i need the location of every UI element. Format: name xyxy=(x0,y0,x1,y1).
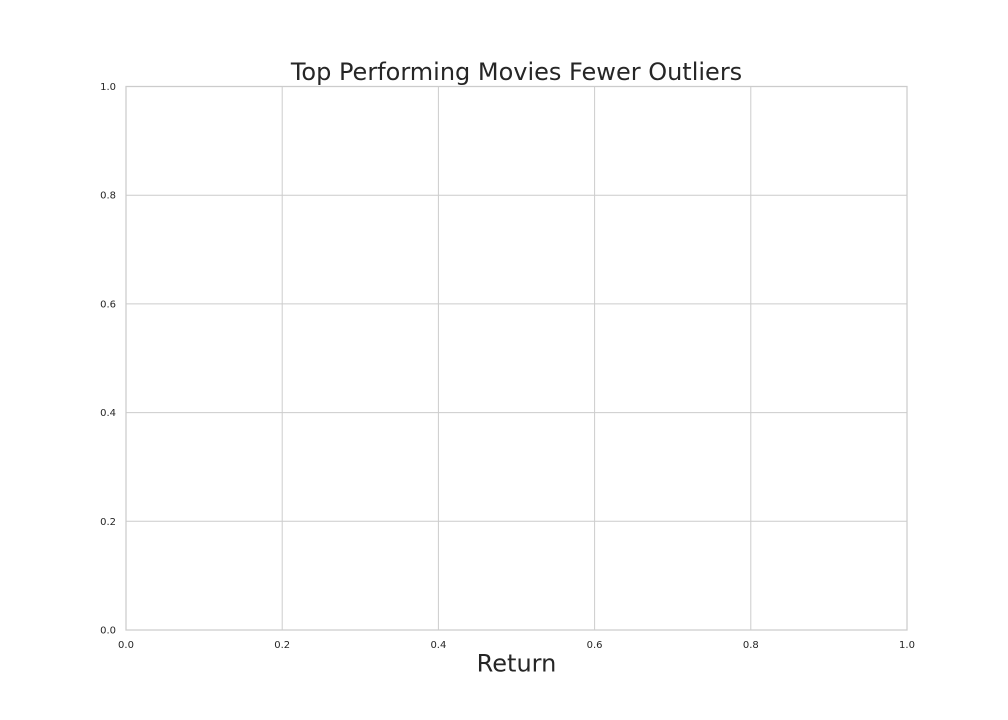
x-axis-label: Return xyxy=(477,650,557,678)
y-tick-label: 0.6 xyxy=(100,299,116,310)
x-tick-label: 0.6 xyxy=(587,640,603,651)
plot-area-frame xyxy=(125,85,908,631)
y-tick-label: 1.0 xyxy=(100,82,116,93)
y-tick-label: 0.8 xyxy=(100,191,116,202)
y-tick-label: 0.0 xyxy=(100,626,116,637)
x-tick-label: 0.2 xyxy=(274,640,290,651)
x-axis-ticks: 0.0 0.2 0.4 0.6 0.8 1.0 xyxy=(118,640,915,651)
x-tick-label: 1.0 xyxy=(899,640,915,651)
x-tick-label: 0.0 xyxy=(118,640,134,651)
x-tick-label: 0.8 xyxy=(743,640,759,651)
y-axis-ticks: 0.0 0.2 0.4 0.6 0.8 1.0 xyxy=(100,82,116,637)
y-tick-label: 0.2 xyxy=(100,517,116,528)
x-tick-label: 0.4 xyxy=(430,640,446,651)
y-tick-label: 0.4 xyxy=(100,408,116,419)
chart-title: Top Performing Movies Fewer Outliers xyxy=(290,58,742,86)
